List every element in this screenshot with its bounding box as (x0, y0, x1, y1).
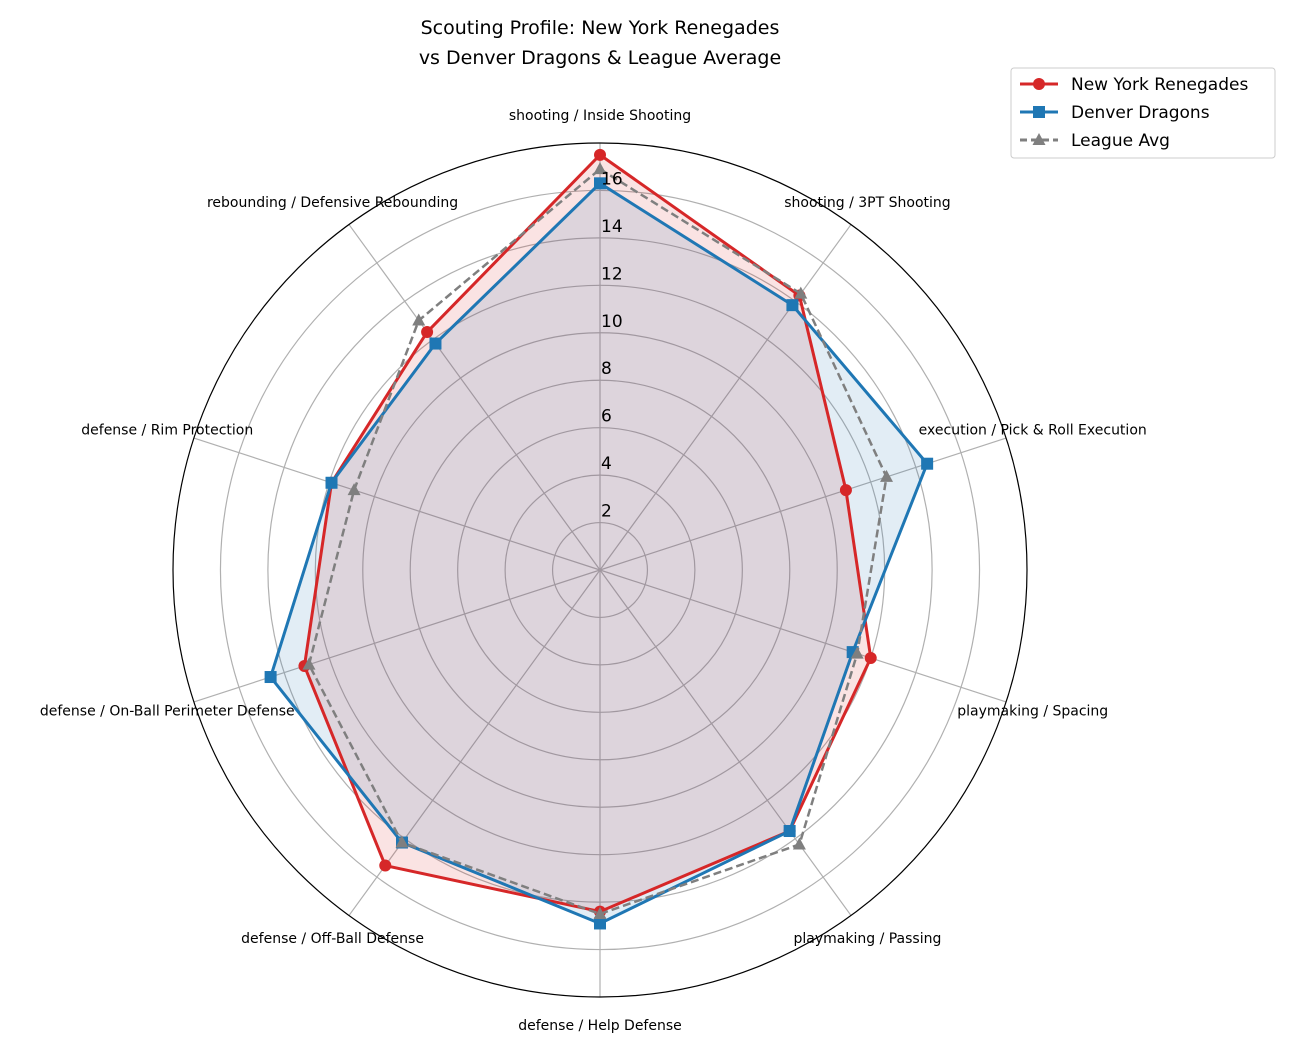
data-point (786, 299, 799, 312)
category-label: defense / Rim Protection (81, 422, 253, 438)
category-label: defense / Off-Ball Defense (241, 931, 424, 947)
data-point (593, 906, 607, 919)
radar-series (264, 148, 934, 930)
data-point (412, 313, 426, 326)
radial-tick-label: 16 (601, 169, 623, 189)
data-point (264, 671, 277, 684)
grid-spoke (599, 224, 852, 571)
data-point (792, 837, 806, 850)
chart-title-line-1: Scouting Profile: New York Renegades (421, 17, 780, 39)
data-point (594, 148, 606, 161)
grid-spoke (348, 224, 601, 571)
grid-spoke (599, 569, 1007, 703)
data-point (429, 337, 442, 350)
radial-tick-label: 4 (601, 454, 612, 474)
category-label: shooting / 3PT Shooting (784, 195, 950, 211)
grid-spoke (193, 569, 601, 703)
data-point (379, 859, 392, 872)
data-point (594, 917, 606, 930)
radial-tick-label: 2 (601, 502, 612, 522)
data-point (421, 326, 434, 339)
grid-spoke (193, 437, 601, 571)
legend-marker (1033, 78, 1045, 90)
series-line-2 (307, 167, 888, 916)
data-point (302, 657, 316, 670)
data-point (594, 177, 606, 190)
data-point (880, 469, 894, 482)
legend-marker (1032, 133, 1046, 145)
category-label: shooting / Inside Shooting (509, 108, 691, 124)
series-fill (304, 154, 871, 912)
data-point (593, 162, 607, 175)
legend-label: New York Renegades (1071, 75, 1248, 95)
radial-tick-label: 10 (601, 312, 623, 332)
legend-label: Denver Dragons (1071, 103, 1210, 123)
legend-label: League Avg (1071, 131, 1170, 151)
radial-tick-label: 12 (601, 264, 623, 284)
axis-labels: 2 4 6 8 10 12 14 16 shooting / Inside Shooting sh… (40, 108, 1147, 1034)
grid-spoke (599, 569, 852, 916)
category-label: execution / Pick & Roll Execution (919, 422, 1147, 438)
data-point (395, 835, 409, 848)
radar-grid (172, 142, 1028, 998)
data-point (783, 825, 796, 838)
data-point (794, 286, 808, 299)
data-point (850, 646, 864, 659)
category-label: playmaking / Passing (794, 931, 942, 947)
legend: New York Renegades Denver Dragons League A… (1010, 67, 1276, 159)
radial-tick-label: 6 (601, 407, 612, 427)
data-point (347, 483, 361, 496)
grid-spoke (348, 569, 601, 916)
series-fill (270, 183, 928, 924)
category-label: rebounding / Defensive Rebounding (207, 195, 458, 211)
grid-spoke (599, 437, 1007, 571)
data-point (839, 484, 852, 497)
data-point (325, 476, 338, 489)
data-point (864, 651, 877, 664)
category-label: defense / On-Ball Perimeter Defense (40, 704, 295, 720)
chart-title-line-2: vs Denver Dragons & League Average (419, 47, 781, 69)
radial-tick-label: 14 (601, 217, 623, 237)
outer-frame (172, 142, 1028, 998)
legend-marker (1033, 106, 1045, 118)
category-label: playmaking / Spacing (957, 704, 1108, 720)
radial-tick-label: 8 (601, 359, 612, 379)
data-point (921, 457, 934, 470)
category-label: defense / Help Defense (518, 1018, 682, 1034)
